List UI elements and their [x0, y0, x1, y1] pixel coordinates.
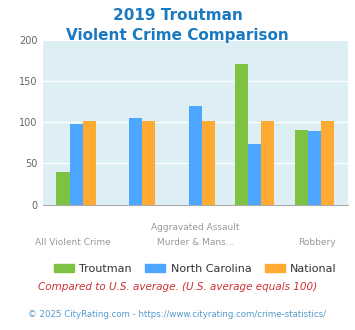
Text: Murder & Mans...: Murder & Mans... — [157, 238, 234, 247]
Bar — [308, 131, 321, 205]
Text: Aggravated Assault: Aggravated Assault — [151, 223, 240, 232]
Bar — [129, 118, 142, 205]
Legend: Troutman, North Carolina, National: Troutman, North Carolina, National — [49, 260, 342, 279]
Bar — [70, 124, 83, 205]
Bar — [261, 121, 274, 205]
Text: Violent Crime Comparison: Violent Crime Comparison — [66, 28, 289, 43]
Bar — [235, 64, 248, 205]
Text: All Violent Crime: All Violent Crime — [35, 238, 111, 247]
Bar — [142, 121, 155, 205]
Bar — [56, 172, 70, 205]
Bar — [321, 121, 334, 205]
Text: © 2025 CityRating.com - https://www.cityrating.com/crime-statistics/: © 2025 CityRating.com - https://www.city… — [28, 310, 327, 319]
Text: 2019 Troutman: 2019 Troutman — [113, 8, 242, 23]
Bar — [295, 130, 308, 205]
Bar — [248, 145, 261, 205]
Bar — [189, 106, 202, 205]
Text: Robbery: Robbery — [299, 238, 336, 247]
Bar — [202, 121, 215, 205]
Text: Compared to U.S. average. (U.S. average equals 100): Compared to U.S. average. (U.S. average … — [38, 282, 317, 292]
Bar — [83, 121, 96, 205]
